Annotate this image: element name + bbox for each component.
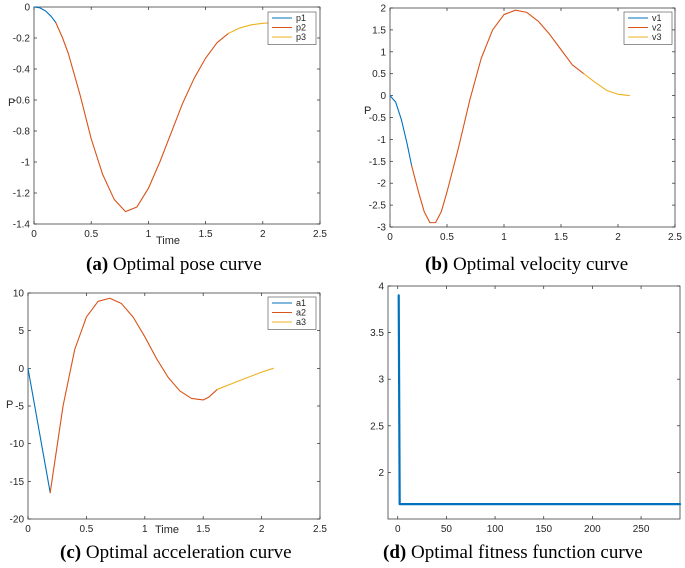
chart-c-xtick-label: 1	[142, 524, 148, 535]
chart-a-ytick-label: -0.8	[13, 127, 31, 138]
chart-a-xtick-label: 1.5	[199, 229, 213, 240]
chart-c-ylabel: P	[6, 399, 13, 411]
chart-c-legend-label-a2: a2	[296, 308, 306, 318]
chart-c-series-a3	[216, 367, 274, 390]
caption-d: (d) Optimal fitness function curve	[383, 542, 643, 563]
chart-a-ytick-label: -1.4	[13, 220, 31, 231]
chart-d-xtick-label: 0	[395, 524, 401, 535]
chart-d-series-fitness	[397, 294, 682, 506]
chart-c-ytick-label: 5	[18, 326, 24, 337]
chart-b-ytick-label: 1.5	[372, 25, 386, 36]
chart-d-ytick-label: 2.5	[370, 421, 384, 432]
chart-c-ytick-label: -20	[10, 515, 25, 526]
chart-b-ytick-label: -1.5	[369, 157, 387, 168]
chart-b-series-v1	[389, 95, 413, 167]
chart-c-xtick-label: 2	[259, 524, 265, 535]
chart-b-xtick-label: 2	[615, 232, 621, 243]
chart-b-series-v3	[583, 73, 630, 97]
chart-c-ytick-label: -5	[15, 402, 24, 413]
chart-a-ytick-label: -0.4	[13, 65, 31, 76]
chart-b-ytick-label: 0	[380, 91, 386, 102]
chart-c-legend-box	[267, 296, 317, 330]
chart-a-xtick-label: 2.5	[313, 229, 327, 240]
chart-d-xtick-label: 50	[441, 524, 453, 535]
chart-c-xtick-label: 2.5	[313, 524, 327, 535]
chart-a-series-p1	[33, 6, 57, 24]
caption-c: (c) Optimal acceleration curve	[60, 542, 292, 563]
chart-b-legend-box	[623, 11, 673, 45]
chart-b-xtick-label: 1.5	[554, 232, 568, 243]
chart-c-series-a2	[49, 297, 218, 494]
chart-a-xtick-label: 0	[31, 229, 37, 240]
chart-b-ytick-label: -2.5	[369, 201, 387, 212]
chart-b-xtick-label: 1	[501, 232, 507, 243]
chart-d-ytick-label: 3	[378, 375, 384, 386]
chart-a-ytick-label: -0.2	[13, 34, 31, 45]
chart-b-ylabel: P	[364, 105, 371, 117]
chart-c-xtick-label: 1.5	[196, 524, 210, 535]
chart-d-xtick-label: 250	[633, 524, 650, 535]
caption-b: (b) Optimal velocity curve	[425, 254, 629, 275]
chart-b-ytick-label: 1	[380, 47, 386, 58]
chart-c-xlabel: Time	[155, 524, 179, 536]
chart-b-ytick-label: 2	[380, 4, 386, 15]
chart-b-xtick-label: 0	[387, 232, 393, 243]
chart-b-ytick-label: -3	[377, 223, 386, 234]
chart-b-legend-label-v2: v2	[652, 23, 662, 33]
chart-a-ylabel: P	[8, 97, 15, 109]
caption-a: (a) Optimal pose curve	[86, 254, 262, 275]
chart-c-axes-box	[27, 292, 321, 520]
chart-b-xtick-label: 0.5	[440, 232, 454, 243]
chart-c-ytick-label: -15	[10, 477, 25, 488]
chart-d-axes-box	[387, 285, 681, 520]
chart-c-xtick-label: 0.5	[79, 524, 93, 535]
chart-a-series-p2	[55, 21, 230, 213]
chart-c-ytick-label: 0	[18, 364, 24, 375]
chart-a-ytick-label: -1	[21, 158, 30, 169]
chart-b-series-v2	[411, 9, 585, 224]
chart-b-ytick-label: 0.5	[372, 69, 386, 80]
chart-a-xtick-label: 0.5	[84, 229, 98, 240]
chart-a-ytick-label: -1.2	[13, 189, 31, 200]
chart-c-ytick-label: -10	[10, 439, 25, 450]
chart-c-series-a1	[27, 367, 51, 494]
chart-d-xtick-label: 200	[584, 524, 601, 535]
chart-b-legend-label-v3: v3	[652, 32, 662, 42]
chart-a-legend-box	[267, 11, 317, 45]
chart-b-xtick-label: 2.5	[668, 232, 682, 243]
chart-a-xlabel: Time	[156, 235, 180, 247]
chart-a-xtick-label: 2	[260, 229, 266, 240]
chart-c-ytick-label: 10	[13, 289, 25, 300]
chart-b-legend-label-v1: v1	[652, 13, 662, 23]
chart-c-legend-label-a1: a1	[296, 298, 306, 308]
chart-d-ytick-label: 3.5	[370, 328, 384, 339]
chart-a-legend-label-p1: p1	[296, 13, 306, 23]
chart-b-ytick-label: -0.5	[369, 113, 387, 124]
chart-c-legend-label-a3: a3	[296, 317, 306, 327]
chart-d-ytick-label: 4	[378, 282, 384, 293]
chart-d-xtick-label: 150	[535, 524, 552, 535]
chart-a-ytick-label: 0	[24, 3, 30, 14]
chart-a-xtick-label: 1	[146, 229, 152, 240]
chart-c-xtick-label: 0	[25, 524, 31, 535]
chart-a-ytick-label: -0.6	[13, 96, 31, 107]
chart-b-ytick-label: -2	[377, 179, 386, 190]
chart-a-legend-label-p3: p3	[296, 32, 306, 42]
chart-a-legend-label-p2: p2	[296, 23, 306, 33]
chart-b-ytick-label: -1	[377, 135, 386, 146]
chart-d-ytick-label: 2	[378, 468, 384, 479]
chart-d-xtick-label: 100	[487, 524, 504, 535]
